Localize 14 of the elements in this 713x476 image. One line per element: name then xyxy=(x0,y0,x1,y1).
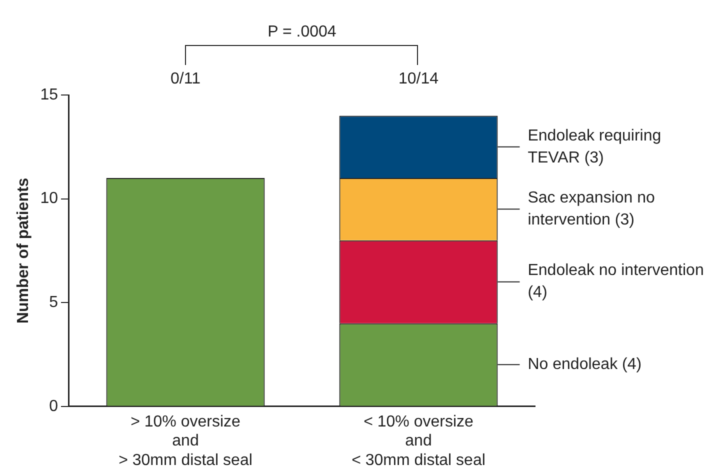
series-label: Sac expansion no intervention (3) xyxy=(528,190,656,229)
x-tick-label: < 10% oversize and < 30mm distal seal xyxy=(352,413,486,469)
series-label: Endoleak no intervention (4) xyxy=(528,262,704,302)
y-axis-title: Number of patients xyxy=(15,178,32,324)
y-tick-label: 15 xyxy=(40,86,58,104)
y-tick-label: 0 xyxy=(49,398,58,415)
text: 10/14 xyxy=(398,70,439,88)
text: 0/11 xyxy=(170,70,201,88)
series-label: No endoleak (4) xyxy=(528,356,642,374)
y-tick-label: 10 xyxy=(40,190,58,208)
text: P = .0004 xyxy=(268,23,336,40)
y-tick-label: 5 xyxy=(49,294,58,312)
series-label: Endoleak requiring TEVAR (3) xyxy=(528,127,662,166)
x-tick-label: > 10% oversize and > 30mm distal seal xyxy=(118,413,252,469)
